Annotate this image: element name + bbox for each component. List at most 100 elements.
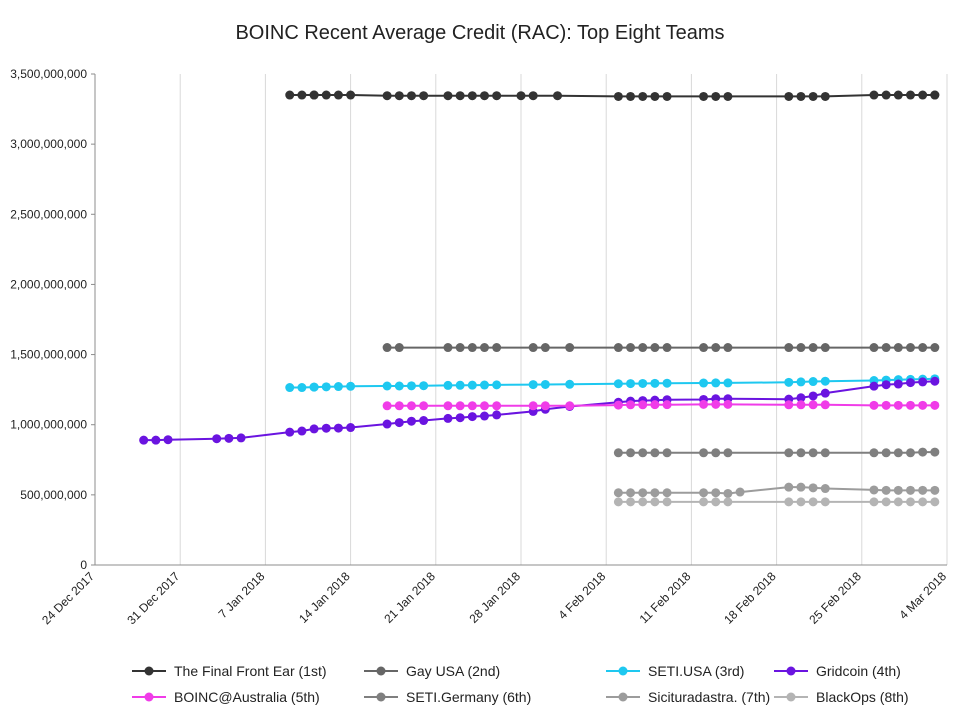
data-point bbox=[382, 401, 392, 411]
data-point bbox=[540, 379, 550, 389]
data-point bbox=[784, 497, 794, 507]
data-point bbox=[711, 488, 721, 498]
series-group bbox=[139, 90, 940, 507]
data-point bbox=[455, 380, 465, 390]
series-3 bbox=[285, 374, 940, 393]
data-point bbox=[479, 380, 489, 390]
data-point bbox=[638, 343, 648, 353]
data-point bbox=[796, 448, 806, 458]
legend-swatch bbox=[132, 666, 166, 676]
data-point bbox=[492, 343, 502, 353]
data-point bbox=[650, 488, 660, 498]
data-point bbox=[918, 400, 928, 410]
data-point bbox=[905, 485, 915, 495]
data-point bbox=[711, 343, 721, 353]
data-point bbox=[796, 91, 806, 101]
series-line bbox=[289, 377, 935, 389]
legend-item: BOINC@Australia (5th) bbox=[130, 688, 320, 706]
data-point bbox=[711, 91, 721, 101]
data-point bbox=[808, 497, 818, 507]
data-point bbox=[808, 391, 818, 401]
legend-label: Sicituradastra. (7th) bbox=[648, 689, 771, 705]
data-point bbox=[796, 400, 806, 410]
data-point bbox=[881, 343, 891, 353]
data-point bbox=[905, 400, 915, 410]
data-point bbox=[638, 378, 648, 388]
data-point bbox=[394, 418, 404, 428]
data-point bbox=[784, 482, 794, 492]
data-point bbox=[297, 426, 307, 436]
y-tick-labels: 0 500,000,000 1,000,000,000 1,500,000,000 2,… bbox=[10, 67, 87, 572]
data-point bbox=[820, 91, 830, 101]
data-point bbox=[419, 401, 429, 411]
data-point bbox=[394, 381, 404, 391]
data-point bbox=[784, 343, 794, 353]
y-tick-label: 3,000,000,000 bbox=[10, 137, 87, 151]
data-point bbox=[723, 448, 733, 458]
data-point bbox=[419, 91, 429, 101]
data-point bbox=[406, 91, 416, 101]
data-point bbox=[419, 416, 429, 426]
data-point bbox=[613, 400, 623, 410]
data-point bbox=[613, 91, 623, 101]
data-point bbox=[723, 497, 733, 507]
data-point bbox=[650, 91, 660, 101]
data-point bbox=[613, 379, 623, 389]
data-point bbox=[492, 410, 502, 420]
data-point bbox=[930, 90, 940, 100]
data-point bbox=[467, 91, 477, 101]
legend-label: BlackOps (8th) bbox=[816, 689, 909, 705]
data-point bbox=[479, 411, 489, 421]
x-tick-label: 4 Mar 2018 bbox=[896, 569, 949, 622]
legend-item: Sicituradastra. (7th) bbox=[604, 688, 770, 706]
data-point bbox=[662, 488, 672, 498]
data-point bbox=[881, 448, 891, 458]
data-point bbox=[796, 497, 806, 507]
data-point bbox=[626, 400, 636, 410]
data-point bbox=[905, 343, 915, 353]
data-point bbox=[285, 383, 295, 393]
data-point bbox=[553, 91, 563, 101]
data-point bbox=[918, 497, 928, 507]
data-point bbox=[918, 90, 928, 100]
y-tick-label: 3,500,000,000 bbox=[10, 67, 87, 81]
data-point bbox=[467, 401, 477, 411]
data-point bbox=[528, 343, 538, 353]
data-point bbox=[905, 378, 915, 388]
data-point bbox=[455, 91, 465, 101]
data-point bbox=[820, 497, 830, 507]
data-point bbox=[626, 91, 636, 101]
data-point bbox=[638, 91, 648, 101]
data-point bbox=[711, 448, 721, 458]
data-point bbox=[650, 343, 660, 353]
data-point bbox=[711, 497, 721, 507]
data-point bbox=[626, 488, 636, 498]
data-point bbox=[820, 376, 830, 386]
data-point bbox=[455, 413, 465, 423]
data-point bbox=[455, 401, 465, 411]
data-point bbox=[443, 413, 453, 423]
data-point bbox=[333, 382, 343, 392]
data-point bbox=[613, 488, 623, 498]
data-point bbox=[930, 485, 940, 495]
series-7 bbox=[613, 482, 940, 498]
data-point bbox=[930, 343, 940, 353]
data-point bbox=[930, 400, 940, 410]
series-5 bbox=[382, 399, 940, 411]
data-point bbox=[918, 447, 928, 457]
data-point bbox=[638, 497, 648, 507]
data-point bbox=[820, 448, 830, 458]
data-point bbox=[406, 381, 416, 391]
data-point bbox=[893, 90, 903, 100]
x-tick-labels: 24 Dec 2017 31 Dec 2017 7 Jan 2018 14 Jan 2… bbox=[39, 569, 949, 627]
data-point bbox=[163, 435, 173, 445]
data-point bbox=[346, 423, 356, 433]
series-4 bbox=[139, 376, 940, 445]
data-point bbox=[540, 343, 550, 353]
data-point bbox=[638, 400, 648, 410]
data-point bbox=[820, 343, 830, 353]
data-point bbox=[467, 380, 477, 390]
data-point bbox=[723, 91, 733, 101]
data-point bbox=[565, 401, 575, 411]
